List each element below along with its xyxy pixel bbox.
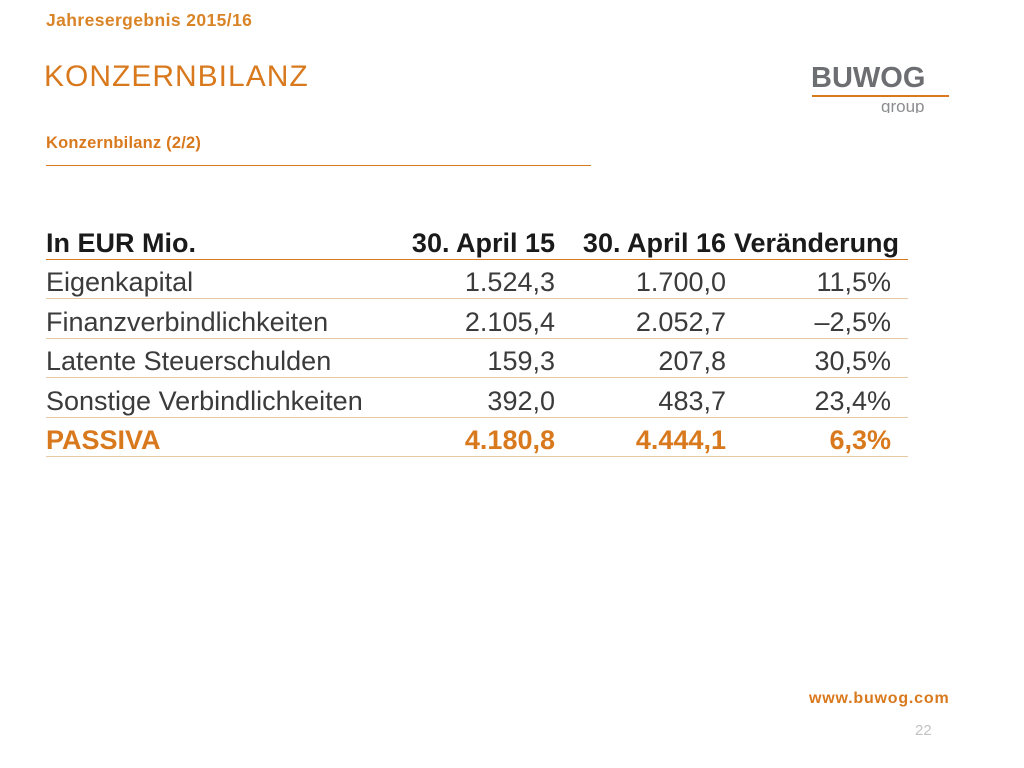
svg-text:group: group (881, 97, 924, 113)
svg-text:BUWOG: BUWOG (811, 62, 925, 94)
